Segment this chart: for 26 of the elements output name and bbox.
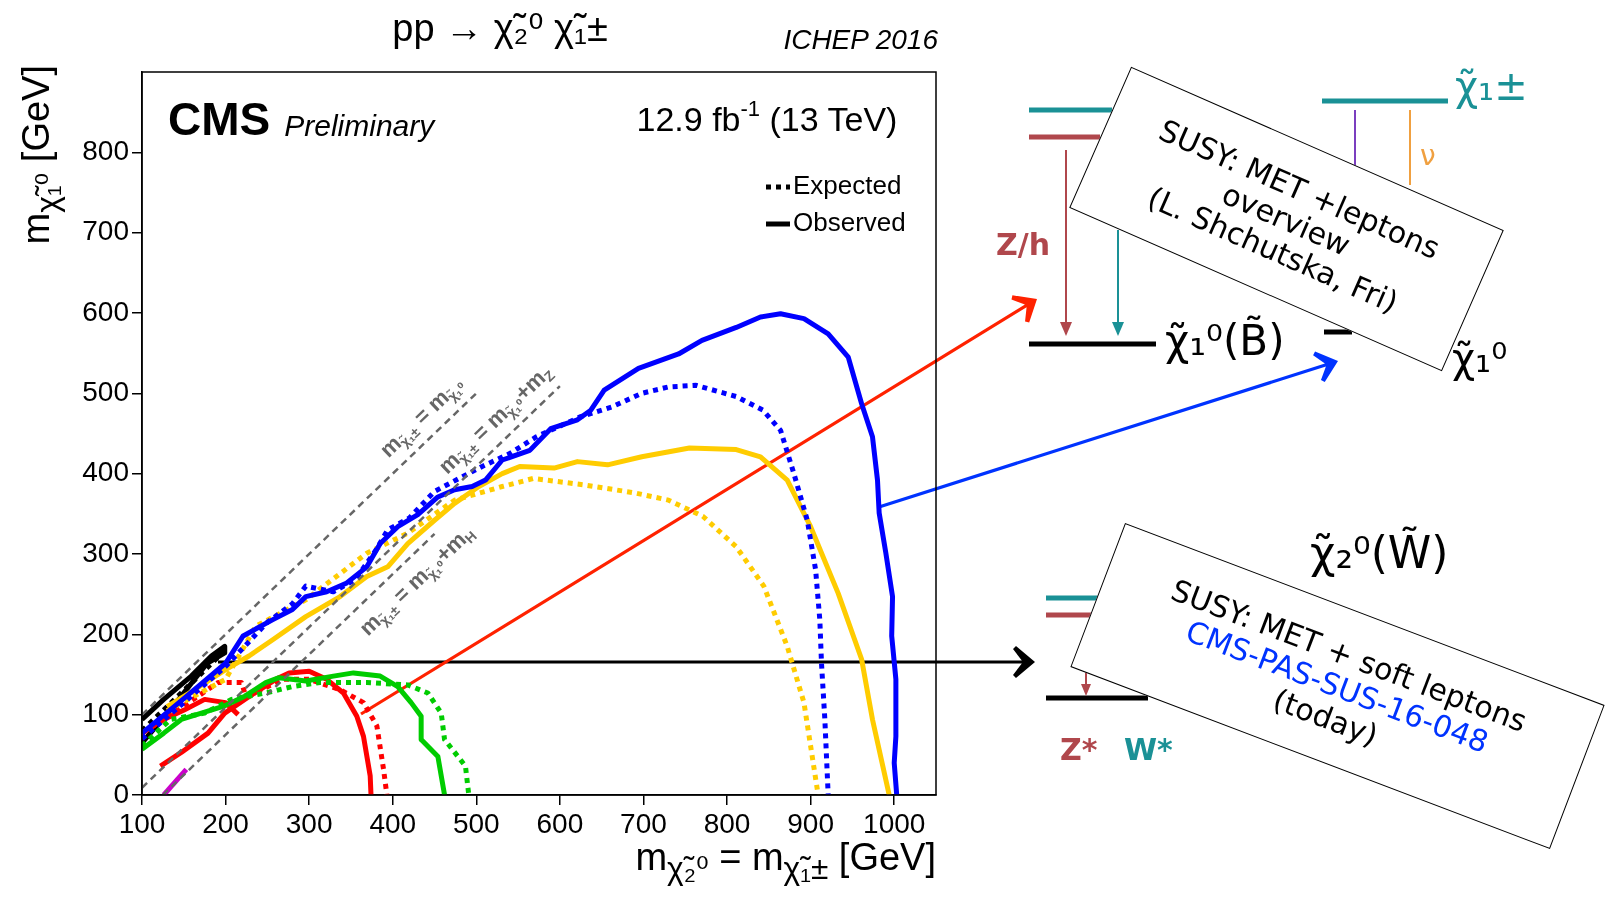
x-tick-label: 400 (369, 807, 417, 839)
y-tick-label: 400 (82, 456, 129, 488)
y-tick-label: 100 (82, 697, 129, 729)
y-tick-label: 700 (82, 215, 129, 247)
y-tick-label: 0 (113, 777, 129, 809)
annotation: CMS (168, 92, 271, 145)
y-tick-label: 600 (82, 295, 129, 327)
y-tick-label: 200 (82, 617, 129, 649)
legend-label: Expected (793, 170, 902, 201)
x-tick-label: 800 (703, 807, 751, 839)
annotation: Preliminary (284, 109, 437, 143)
x-tick-label: 200 (202, 807, 249, 839)
y-tick-label: 500 (82, 376, 129, 408)
x-tick-label: 600 (536, 807, 584, 839)
x-tick-label: 100 (118, 807, 166, 839)
x-axis-title: m$_{χ̃₂⁰}$ = m$_{χ̃₁±}$ [GeV] (635, 836, 936, 886)
y-tick-label: 800 (82, 135, 129, 167)
x-tick-label: 500 (452, 807, 500, 839)
text: ICHEP 2016 (782, 24, 938, 56)
x-tick-label: 1000 (863, 807, 926, 839)
chart-title: pp → χ̃₂⁰ χ̃₁± (391, 6, 609, 50)
y-tick-label: 300 (82, 536, 129, 568)
x-tick-label: 700 (620, 807, 667, 839)
x-tick-label: 900 (787, 807, 834, 839)
legend-label: Observed (793, 207, 906, 238)
x-tick-label: 300 (285, 807, 333, 839)
